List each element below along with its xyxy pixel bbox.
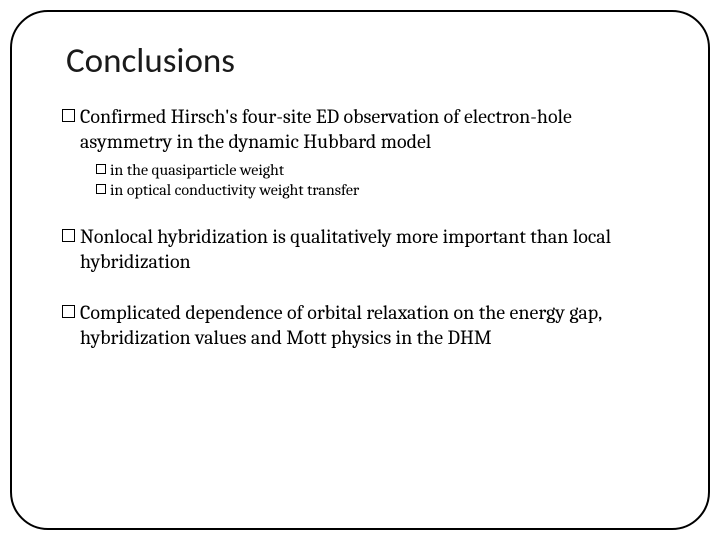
bullet-item-2-text: Nonlocal hybridization is qualitatively …	[80, 224, 660, 274]
square-bullet-icon	[96, 164, 106, 174]
slide-frame: Conclusions Confirmed Hirsch's four-site…	[10, 10, 710, 530]
bullet-item-1-text: Confirmed Hirsch's four-site ED observat…	[80, 104, 660, 154]
square-bullet-icon	[62, 305, 75, 318]
slide-title: Conclusions	[66, 40, 660, 82]
bullet-item-3: Complicated dependence of orbital relaxa…	[62, 300, 660, 350]
square-bullet-icon	[62, 109, 75, 122]
bullet-subitem-1-1: in the quasiparticle weight	[96, 160, 660, 180]
bullet-subitem-1-2: in optical conductivity weight transfer	[96, 180, 660, 200]
square-bullet-icon	[62, 229, 75, 242]
bullet-item-1: Confirmed Hirsch's four-site ED observat…	[62, 104, 660, 154]
bullet-item-2: Nonlocal hybridization is qualitatively …	[62, 224, 660, 274]
square-bullet-icon	[96, 184, 106, 194]
bullet-subitem-1-1-text: in the quasiparticle weight	[110, 160, 284, 180]
bullet-subitem-1-2-text: in optical conductivity weight transfer	[110, 180, 359, 200]
bullet-item-3-text: Complicated dependence of orbital relaxa…	[80, 300, 660, 350]
